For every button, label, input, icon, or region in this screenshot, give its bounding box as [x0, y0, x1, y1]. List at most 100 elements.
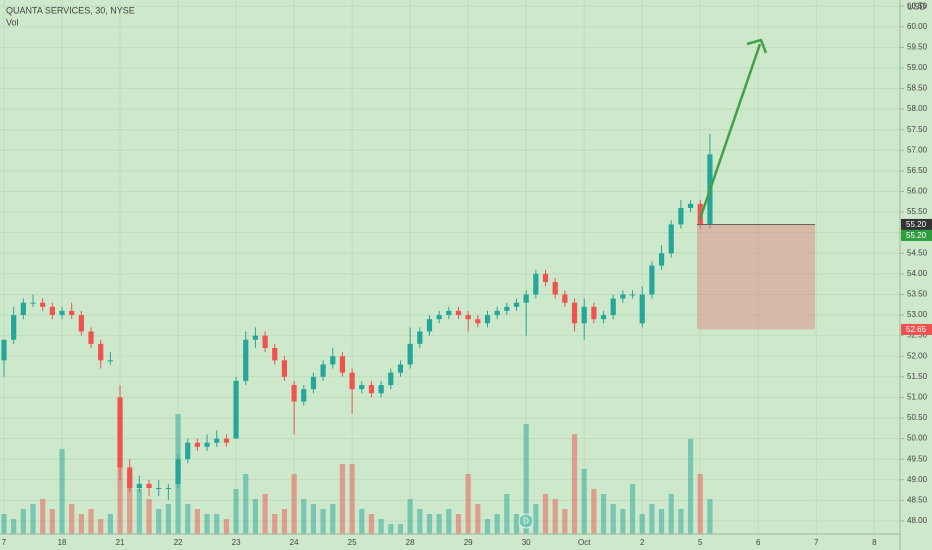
price-label-box: [901, 323, 932, 335]
candle-body: [11, 315, 17, 340]
candle-body: [504, 306, 510, 311]
volume-bar: [40, 499, 46, 534]
volume-bar: [262, 494, 268, 534]
x-tick-label: 18: [58, 538, 67, 547]
volume-bar: [233, 489, 239, 534]
candle-body: [475, 319, 481, 324]
volume-bar: [581, 469, 587, 534]
volume-bar: [649, 504, 655, 534]
volume-bar: [272, 514, 278, 534]
x-tick-label: 29: [464, 538, 473, 547]
volume-bar: [49, 509, 55, 534]
x-tick-label: 24: [290, 538, 299, 547]
x-tick-label: 21: [116, 538, 125, 547]
candle-body: [610, 298, 616, 316]
x-tick-label: 5: [698, 538, 703, 547]
candle-body: [40, 302, 46, 307]
candle-body: [620, 294, 626, 299]
candle-body: [117, 397, 123, 468]
volume-bar: [639, 514, 645, 534]
candle-body: [146, 483, 152, 488]
candle-body: [204, 442, 210, 447]
dividend-marker-label[interactable]: D: [523, 517, 529, 526]
candle-body: [446, 310, 452, 316]
volume-bar: [697, 474, 703, 534]
candle-body: [291, 385, 297, 402]
volume-bar: [629, 484, 636, 534]
candle-body: [571, 302, 578, 324]
volume-bar: [600, 494, 607, 534]
volume-bar: [562, 509, 568, 534]
candle-body: [330, 356, 336, 365]
currency-label: USD: [907, 1, 927, 11]
y-tick-label: 54.00: [907, 269, 928, 278]
y-tick-label: 48.00: [907, 516, 928, 525]
candle-body: [600, 315, 607, 320]
candle-body: [417, 331, 423, 344]
price-label: 55.20: [906, 220, 927, 229]
volume-bar: [204, 514, 210, 534]
price-label-box: [901, 218, 932, 230]
x-tick-label: 23: [232, 538, 241, 547]
price-label: 55.20: [906, 231, 927, 240]
volume-bar: [359, 509, 365, 534]
candle-body: [156, 487, 162, 489]
volume-bar: [513, 514, 520, 534]
candle-body: [194, 442, 200, 447]
volume-bar: [610, 504, 616, 534]
candle-body: [494, 310, 500, 316]
candle-body: [88, 331, 94, 344]
candle-body: [678, 207, 684, 225]
candle-body: [562, 294, 568, 303]
candle-body: [233, 380, 239, 439]
volume-bar: [407, 499, 413, 534]
x-tick-label: 28: [406, 538, 415, 547]
y-tick-label: 57.50: [907, 125, 928, 134]
volume-bar: [436, 514, 442, 534]
candle-body: [687, 203, 694, 208]
candle-body: [272, 347, 278, 361]
candle-body: [320, 364, 326, 377]
candle-body: [59, 310, 65, 316]
volume-bar: [185, 504, 191, 534]
candle-body: [20, 302, 26, 316]
candle-body: [426, 319, 433, 332]
volume-bar: [465, 474, 471, 534]
volume-bar: [165, 504, 171, 534]
candle-body: [629, 294, 636, 296]
candle-body: [484, 315, 491, 324]
candle-body: [69, 310, 75, 316]
candle-body: [455, 310, 462, 316]
candle-body: [668, 224, 674, 254]
y-tick-label: 51.00: [907, 393, 928, 402]
dividend-marker[interactable]: [518, 513, 534, 529]
candle-body: [30, 302, 36, 304]
volume-bar: [397, 524, 404, 534]
volume-bar: [223, 519, 230, 534]
candle-body: [378, 385, 384, 394]
y-tick-label: 60.00: [907, 22, 928, 31]
candle-body: [98, 343, 104, 361]
volume-bar: [291, 474, 297, 534]
volume-bar: [301, 499, 307, 534]
volume-bar: [388, 524, 394, 534]
volume-bar: [591, 489, 597, 534]
y-tick-label: 56.50: [907, 166, 928, 175]
y-tick-label: 49.00: [907, 475, 928, 484]
y-tick-label: 58.00: [907, 104, 928, 113]
volume-bar: [146, 499, 152, 534]
volume-bar: [658, 509, 665, 534]
y-tick-label: 52.00: [907, 351, 928, 360]
volume-bar: [214, 514, 220, 534]
y-tick-label: 58.50: [907, 84, 928, 93]
volume-bar: [20, 509, 26, 534]
price-label-box: [901, 229, 932, 241]
volume-bar: [571, 434, 578, 534]
candle-body: [175, 459, 181, 484]
volume-bar: [98, 519, 104, 534]
y-tick-label: 50.00: [907, 434, 928, 443]
arrow: [698, 38, 768, 220]
candle-body: [252, 335, 259, 340]
candle-body: [523, 294, 529, 303]
